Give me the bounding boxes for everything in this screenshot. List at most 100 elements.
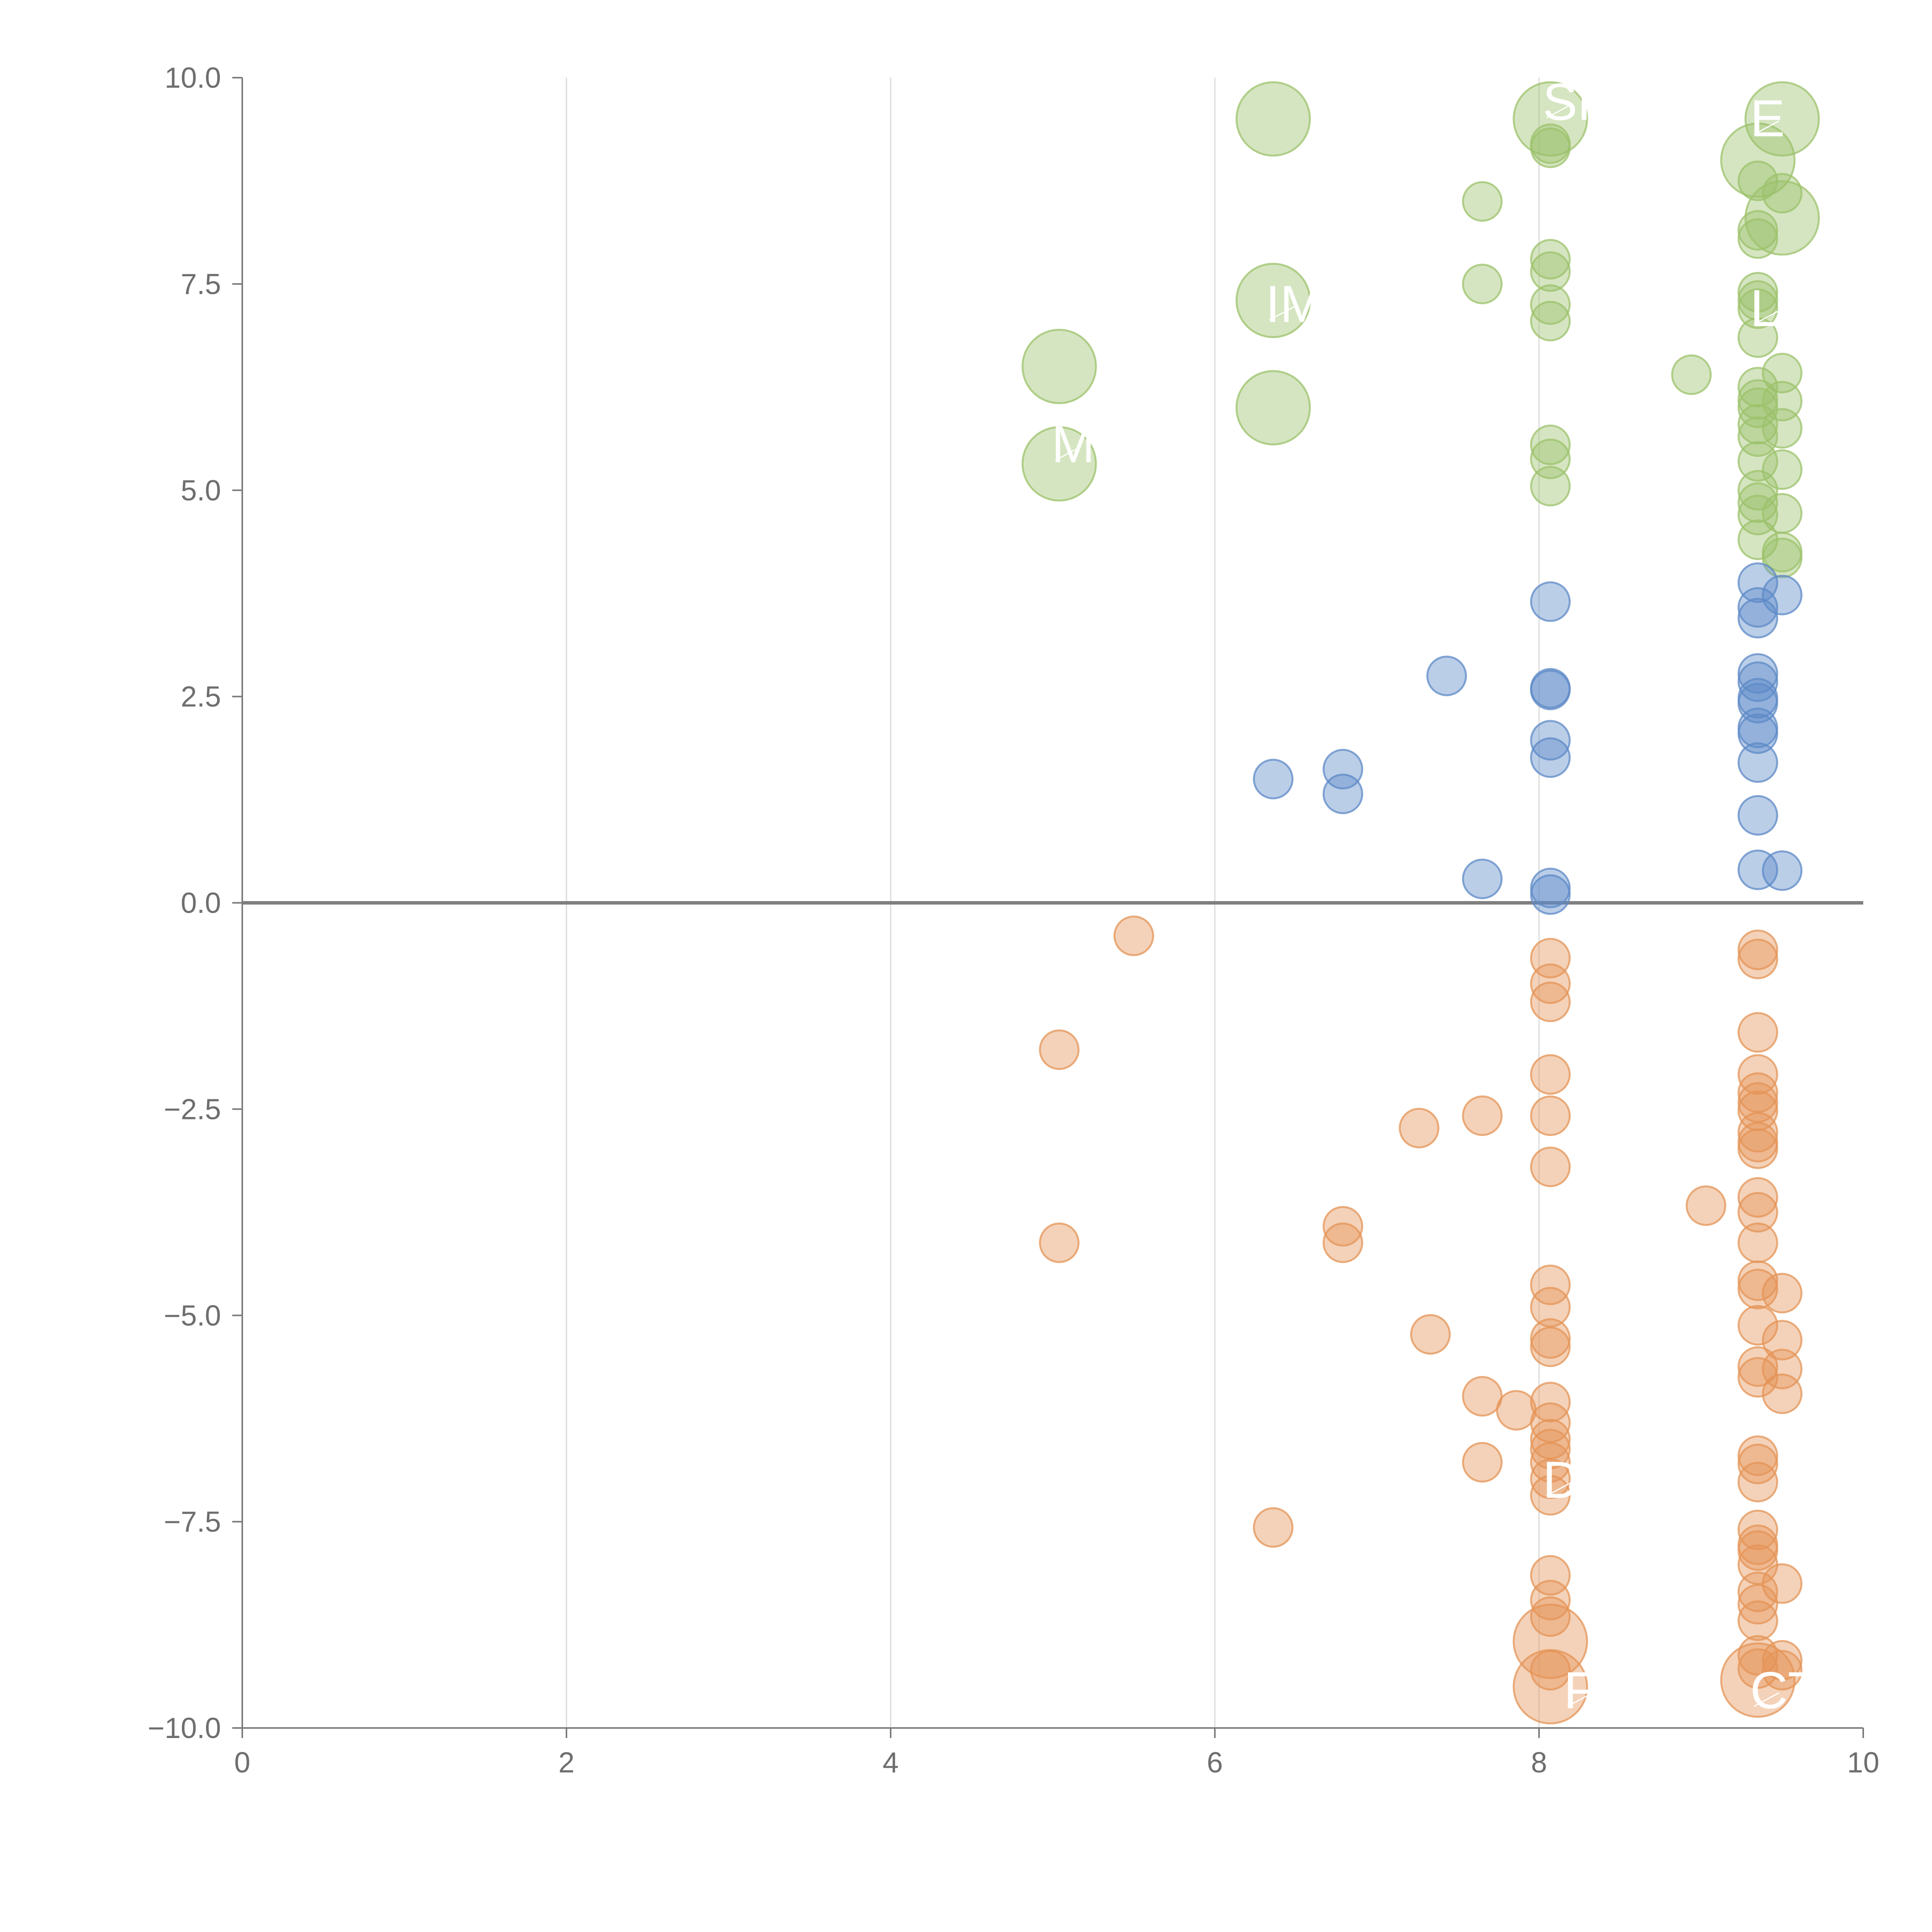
annotation-leader [1055,446,1081,461]
data-point [1235,263,1311,338]
data-point [1737,272,1778,313]
data-point [1253,1507,1294,1548]
data-point [1530,128,1571,168]
data-point [1737,562,1778,603]
data-point [1462,1442,1503,1483]
data-point [1737,1584,1778,1625]
data-point [1253,759,1294,799]
data-point [1762,1563,1803,1604]
x-tick-label: 2 [558,1746,575,1779]
annotation-leader [1546,104,1572,119]
data-point [1762,408,1803,449]
data-point [1530,1429,1571,1469]
data-point [1737,317,1778,358]
data-point [1235,370,1311,446]
data-point [1737,795,1778,836]
data-point [1530,1054,1571,1095]
x-tick-label: 6 [1207,1746,1223,1779]
data-point [1530,1442,1571,1483]
data-point [1737,1530,1778,1571]
data-point [1737,661,1778,702]
points-layer [1021,81,1820,1725]
data-point [1762,1320,1803,1361]
data-point [1462,181,1503,222]
data-point [1235,81,1311,157]
data-point [1762,1373,1803,1414]
bubble-label: SR [1543,73,1615,131]
data-point [1737,1462,1778,1503]
data-point [1737,416,1778,457]
data-point [1737,1260,1778,1301]
data-point [1737,441,1778,482]
data-point [1737,387,1778,428]
data-point [1762,173,1803,214]
data-point [1737,1012,1778,1053]
bubble-label: IM [1265,275,1323,333]
data-point [1762,353,1803,394]
data-point [1410,1314,1451,1355]
bubble-label: LR [1750,279,1817,337]
annotation-layer: M IM SR E LR D F CTS [1051,73,1854,1719]
data-point [1530,720,1571,761]
x-tick-label: 10 [1847,1746,1879,1779]
y-tick-label: 0.0 [181,887,221,919]
data-point [1737,1600,1778,1641]
data-point [1737,683,1778,724]
data-point [1737,1444,1778,1485]
data-point [1744,81,1820,157]
data-point [1737,210,1778,251]
data-point [1737,218,1778,259]
data-point [1530,1381,1571,1422]
data-point [1530,1318,1571,1359]
data-point [1737,1112,1778,1153]
data-point [1737,367,1778,408]
data-point [1530,1555,1571,1596]
data-point [1737,1509,1778,1550]
data-point [1530,1475,1571,1516]
data-point [1496,1390,1537,1431]
bubble-label: M [1051,415,1095,473]
data-point [1737,1222,1778,1263]
data-point [1530,284,1571,325]
annotation-leader [1269,306,1295,321]
data-point [1737,1128,1778,1169]
annotation-leader [1546,1482,1572,1497]
data-point [1737,713,1778,754]
data-point [1737,653,1778,694]
y-tick-label: 2.5 [181,680,221,713]
data-point [1530,424,1571,465]
data-point [1737,1357,1778,1398]
annotation-leader [1753,310,1780,325]
data-point [1512,1604,1588,1679]
data-point [1737,1072,1778,1113]
data-point [1530,874,1571,915]
data-point [1530,1287,1571,1328]
bubble-label: E [1750,89,1785,148]
data-point [1744,180,1820,256]
data-point [1113,915,1154,956]
data-point [1530,1264,1571,1305]
data-point [1426,655,1467,696]
data-point [1737,1177,1778,1218]
data-point [1762,575,1803,616]
y-tick-label: 7.5 [181,268,221,300]
data-point [1762,1640,1803,1681]
bubble-label: F [1564,1661,1595,1719]
y-tick-label: −7.5 [164,1505,221,1538]
data-point [1530,466,1571,507]
data-point [1737,1082,1778,1123]
data-point [1021,328,1097,404]
data-point [1737,288,1778,329]
x-tick-label: 0 [234,1746,250,1779]
data-point [1762,1273,1803,1314]
data-point [1737,929,1778,970]
data-point [1685,1185,1726,1226]
x-tick-label: 8 [1531,1746,1547,1779]
data-point [1671,354,1712,395]
data-point [1530,1146,1571,1187]
data-point [1530,1095,1571,1136]
data-point [1021,426,1097,502]
data-point [1737,849,1778,890]
